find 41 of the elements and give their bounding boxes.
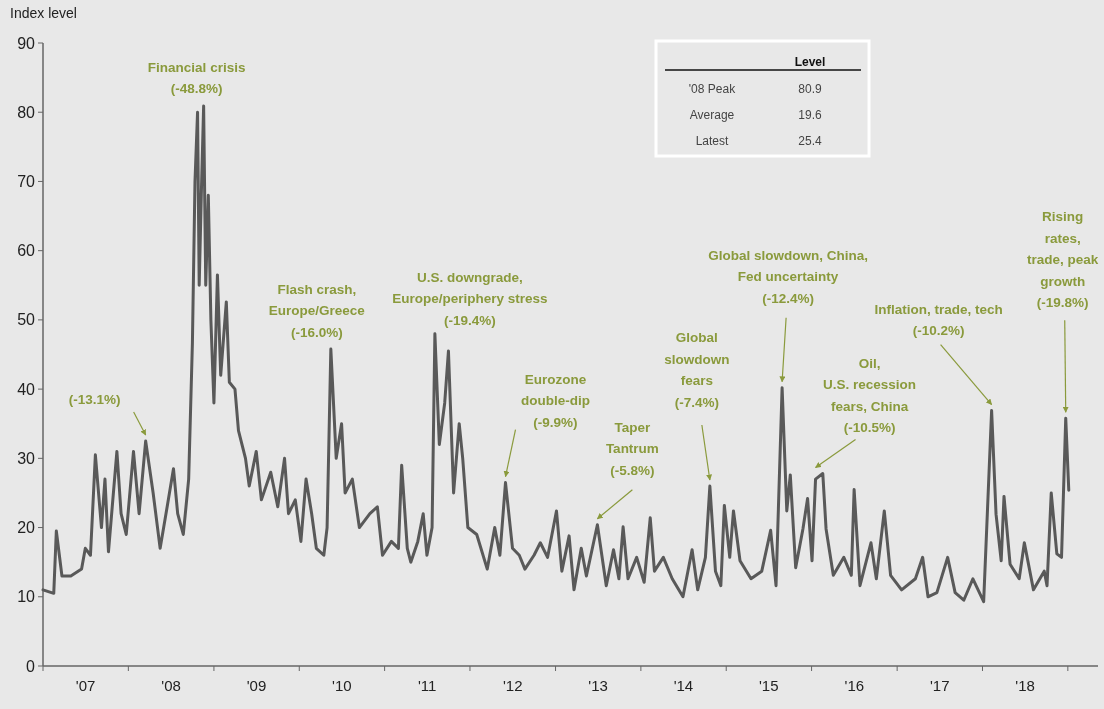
annotation: (-13.1%): [68, 392, 121, 408]
y-tick-label: 70: [17, 173, 36, 191]
annotation: Oil, U.S. recession fears, China (-10.5%): [823, 355, 917, 436]
x-tick-label: '16: [844, 677, 865, 694]
x-tick-label: '11: [417, 677, 437, 694]
y-axis-title: Index level: [10, 5, 77, 21]
annotation: Inflation, trade, tech (-10.2%): [874, 301, 1003, 339]
annotation: U.S. downgrade, Europe/periphery stress (-19.4%): [392, 269, 548, 328]
annotation: Taper Tantrum (-5.8%): [605, 419, 659, 478]
annotation: Latest: [695, 134, 729, 148]
x-tick-label: '12: [502, 677, 523, 694]
annotation: Financial crisis (-48.8%): [147, 59, 246, 97]
y-tick-label: 90: [17, 34, 36, 52]
x-tick-label: '09: [246, 677, 267, 694]
x-tick-label: '08: [161, 677, 181, 694]
annotation: Flash crash, Europe/Greece (-16.0%): [268, 281, 366, 340]
x-tick-label: '15: [759, 677, 779, 694]
x-tick-label: '10: [332, 677, 352, 694]
y-tick-label: 10: [17, 588, 36, 606]
annotation: '08 Peak: [688, 82, 737, 96]
annotation: 25.4: [798, 134, 822, 148]
x-tick-label: '07: [75, 677, 96, 694]
x-tick-label: '17: [929, 677, 950, 694]
y-tick-label: 20: [17, 519, 36, 537]
annotation: Average: [689, 108, 735, 122]
annotation: 80.9: [798, 82, 822, 96]
annotation: Rising rates, trade, peak growth (-19.8%): [1027, 209, 1099, 311]
y-tick-label: 80: [17, 103, 36, 121]
y-tick-label: 40: [17, 380, 36, 398]
y-tick-label: 30: [17, 449, 36, 467]
annotation: Eurozone double-dip (-9.9%): [521, 371, 590, 430]
y-tick-label: 50: [17, 311, 36, 329]
annotation: 19.6: [798, 108, 822, 122]
y-tick-label: 0: [26, 657, 36, 675]
y-tick-label: 60: [17, 242, 36, 260]
annotation: Global slowdown, China, Fed uncertainty (-12.4%): [708, 247, 868, 306]
x-tick-label: '13: [588, 677, 608, 694]
x-tick-label: '18: [1015, 677, 1035, 694]
annotation: Level: [794, 55, 826, 69]
x-tick-label: '14: [673, 677, 694, 694]
annotation: Global slowdown fears (-7.4%): [664, 330, 730, 410]
